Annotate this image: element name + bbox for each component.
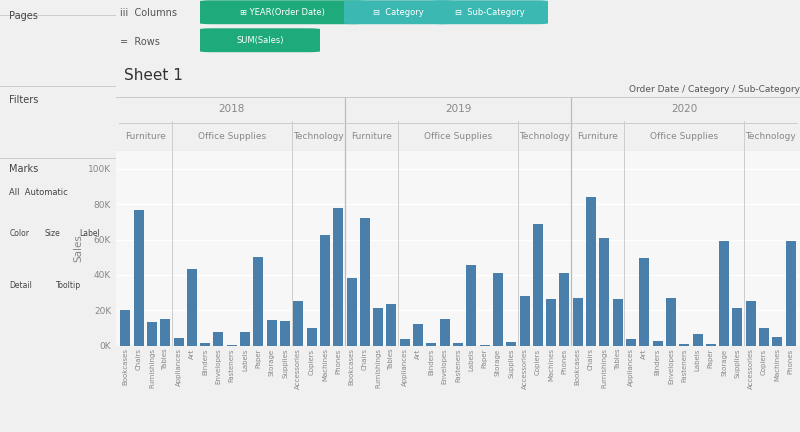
Bar — [400, 339, 410, 346]
Bar — [226, 345, 237, 346]
Bar — [174, 338, 183, 346]
Text: Label: Label — [79, 229, 100, 238]
FancyBboxPatch shape — [200, 0, 364, 24]
Bar — [746, 302, 756, 346]
Bar — [160, 319, 170, 346]
Bar — [240, 332, 250, 346]
Bar — [214, 332, 223, 346]
Text: Office Supplies: Office Supplies — [198, 132, 266, 140]
Text: Marks: Marks — [10, 164, 38, 174]
Bar — [639, 258, 650, 346]
Bar — [573, 298, 582, 346]
Text: 2018: 2018 — [218, 104, 245, 114]
Bar — [533, 224, 543, 346]
Text: Sheet 1: Sheet 1 — [124, 68, 183, 83]
Bar — [519, 296, 530, 346]
Text: 2020: 2020 — [671, 104, 698, 114]
Bar — [440, 319, 450, 346]
Bar — [200, 343, 210, 346]
Bar — [626, 339, 636, 346]
Bar — [120, 310, 130, 346]
Text: Technology: Technology — [519, 132, 570, 140]
Bar — [466, 265, 476, 346]
FancyBboxPatch shape — [432, 0, 548, 24]
Text: ⊞ YEAR(Order Date): ⊞ YEAR(Order Date) — [239, 8, 325, 17]
Bar — [586, 197, 596, 346]
FancyBboxPatch shape — [344, 0, 452, 24]
Bar — [320, 235, 330, 346]
Text: Office Supplies: Office Supplies — [424, 132, 492, 140]
Text: Size: Size — [44, 229, 60, 238]
Text: ⊟  Category: ⊟ Category — [373, 8, 423, 17]
Bar — [759, 328, 769, 346]
Bar — [334, 208, 343, 346]
Text: Color: Color — [10, 229, 30, 238]
Bar — [493, 273, 503, 346]
Text: Tooltip: Tooltip — [56, 281, 81, 290]
Bar — [413, 324, 423, 346]
Bar — [693, 334, 702, 346]
Bar — [706, 344, 716, 346]
Text: All  Automatic: All Automatic — [10, 188, 68, 197]
Y-axis label: Sales: Sales — [74, 235, 84, 262]
Bar — [666, 298, 676, 346]
Bar — [772, 337, 782, 346]
Text: iii  Columns: iii Columns — [120, 8, 177, 18]
Text: =  Rows: = Rows — [120, 37, 160, 47]
Bar — [546, 299, 556, 346]
Bar — [599, 238, 610, 346]
Bar — [733, 308, 742, 346]
Bar — [719, 241, 729, 346]
Bar — [679, 344, 690, 346]
Bar — [280, 321, 290, 346]
Bar — [134, 210, 144, 346]
Text: ⊟  Sub-Category: ⊟ Sub-Category — [455, 8, 525, 17]
Bar — [346, 278, 357, 346]
Bar — [613, 299, 622, 346]
Text: Technology: Technology — [746, 132, 796, 140]
Text: Technology: Technology — [293, 132, 344, 140]
Text: 2019: 2019 — [445, 104, 471, 114]
Bar — [306, 328, 317, 346]
Text: Order Date / Category / Sub-Category: Order Date / Category / Sub-Category — [629, 86, 800, 95]
Bar — [254, 257, 263, 346]
Bar — [426, 343, 436, 346]
Text: Office Supplies: Office Supplies — [650, 132, 718, 140]
Text: SUM(Sales): SUM(Sales) — [236, 36, 284, 45]
Bar — [480, 345, 490, 346]
Text: Furniture: Furniture — [578, 132, 618, 140]
Bar — [266, 320, 277, 346]
Bar — [506, 342, 516, 346]
Bar — [360, 218, 370, 346]
Bar — [373, 308, 383, 346]
Text: Pages: Pages — [10, 11, 38, 21]
Text: Filters: Filters — [10, 95, 38, 105]
Bar — [653, 341, 662, 346]
Text: Detail: Detail — [10, 281, 32, 290]
Bar — [386, 304, 397, 346]
Bar — [294, 302, 303, 346]
Bar — [786, 241, 796, 346]
Bar — [559, 273, 570, 346]
Bar — [147, 322, 157, 346]
Text: Furniture: Furniture — [351, 132, 392, 140]
FancyBboxPatch shape — [200, 28, 320, 52]
Bar — [453, 343, 463, 346]
Text: Furniture: Furniture — [125, 132, 166, 140]
Bar — [187, 269, 197, 346]
